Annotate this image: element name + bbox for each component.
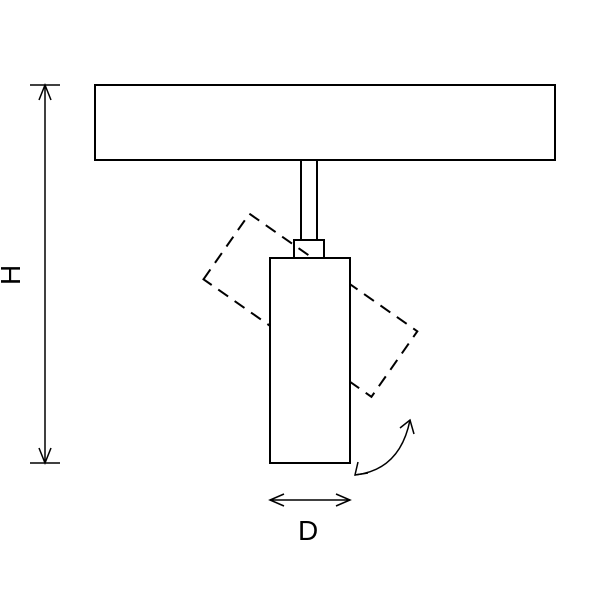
diameter-label: D [298,515,318,546]
mounting-bar [95,85,555,160]
height-dimension: H [0,85,60,463]
technical-diagram: H D [0,0,600,600]
swing-arc [355,420,414,475]
lamp-body [270,258,350,463]
height-label: H [0,265,26,285]
stem [301,160,317,240]
diameter-dimension: D [270,494,350,546]
